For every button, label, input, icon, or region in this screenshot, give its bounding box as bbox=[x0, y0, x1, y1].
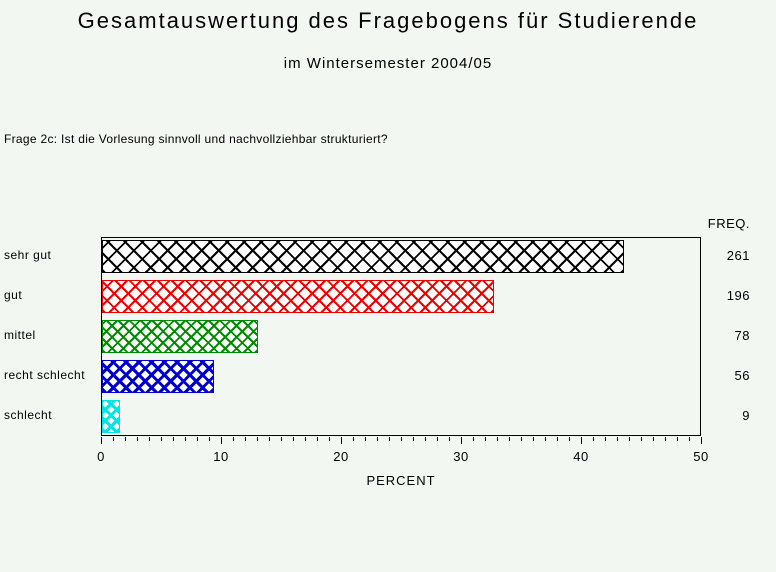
bar-recht-schlecht bbox=[102, 360, 214, 393]
x-minor-tick bbox=[569, 437, 570, 441]
bar-schlecht bbox=[102, 400, 120, 433]
x-minor-tick bbox=[329, 437, 330, 441]
x-major-tick bbox=[581, 437, 582, 444]
x-minor-tick bbox=[497, 437, 498, 441]
x-minor-tick bbox=[653, 437, 654, 441]
freq-value: 78 bbox=[734, 327, 750, 343]
x-minor-tick bbox=[137, 437, 138, 441]
category-label: gut bbox=[4, 287, 23, 302]
x-tick-label: 20 bbox=[333, 449, 349, 464]
x-minor-tick bbox=[353, 437, 354, 441]
x-minor-tick bbox=[377, 437, 378, 441]
x-minor-tick bbox=[677, 437, 678, 441]
x-minor-tick bbox=[449, 437, 450, 441]
x-minor-tick bbox=[533, 437, 534, 441]
x-minor-tick bbox=[281, 437, 282, 441]
x-minor-tick bbox=[245, 437, 246, 441]
x-minor-tick bbox=[125, 437, 126, 441]
x-minor-tick bbox=[629, 437, 630, 441]
x-minor-tick bbox=[665, 437, 666, 441]
x-minor-tick bbox=[365, 437, 366, 441]
plot-area bbox=[101, 237, 701, 436]
x-axis-label: PERCENT bbox=[366, 473, 436, 488]
x-minor-tick bbox=[641, 437, 642, 441]
category-label: mittel bbox=[4, 327, 36, 342]
x-minor-tick bbox=[269, 437, 270, 441]
freq-column-header: FREQ. bbox=[707, 216, 750, 231]
x-major-tick bbox=[341, 437, 342, 444]
x-minor-tick bbox=[593, 437, 594, 441]
chart-title: Gesamtauswertung des Fragebogens für Stu… bbox=[77, 8, 699, 33]
x-minor-tick bbox=[425, 437, 426, 441]
x-minor-tick bbox=[173, 437, 174, 441]
x-minor-tick bbox=[605, 437, 606, 441]
x-major-tick bbox=[101, 437, 102, 444]
x-minor-tick bbox=[401, 437, 402, 441]
x-minor-tick bbox=[293, 437, 294, 441]
x-minor-tick bbox=[233, 437, 234, 441]
x-major-tick bbox=[221, 437, 222, 444]
x-tick-label: 0 bbox=[97, 449, 105, 464]
x-minor-tick bbox=[389, 437, 390, 441]
x-minor-tick bbox=[689, 437, 690, 441]
x-minor-tick bbox=[473, 437, 474, 441]
freq-value: 196 bbox=[726, 287, 750, 303]
x-minor-tick bbox=[149, 437, 150, 441]
x-minor-tick bbox=[617, 437, 618, 441]
x-minor-tick bbox=[197, 437, 198, 441]
freq-value: 261 bbox=[726, 247, 750, 263]
freq-value: 9 bbox=[742, 407, 750, 423]
category-label: schlecht bbox=[4, 407, 53, 422]
x-minor-tick bbox=[557, 437, 558, 441]
x-tick-label: 10 bbox=[213, 449, 229, 464]
bar-gut bbox=[102, 280, 494, 313]
x-minor-tick bbox=[545, 437, 546, 441]
x-minor-tick bbox=[161, 437, 162, 441]
freq-value: 56 bbox=[734, 367, 750, 383]
question-text: Frage 2c: Ist die Vorlesung sinnvoll und… bbox=[4, 132, 388, 146]
x-minor-tick bbox=[305, 437, 306, 441]
x-minor-tick bbox=[257, 437, 258, 441]
x-minor-tick bbox=[437, 437, 438, 441]
x-minor-tick bbox=[521, 437, 522, 441]
bar-sehr-gut bbox=[102, 240, 624, 273]
bar-mittel bbox=[102, 320, 258, 353]
x-minor-tick bbox=[209, 437, 210, 441]
x-minor-tick bbox=[113, 437, 114, 441]
x-tick-label: 30 bbox=[453, 449, 469, 464]
x-tick-label: 40 bbox=[573, 449, 589, 464]
x-minor-tick bbox=[413, 437, 414, 441]
x-minor-tick bbox=[317, 437, 318, 441]
x-minor-tick bbox=[485, 437, 486, 441]
x-major-tick bbox=[701, 437, 702, 444]
x-major-tick bbox=[461, 437, 462, 444]
x-minor-tick bbox=[509, 437, 510, 441]
category-label: sehr gut bbox=[4, 247, 52, 262]
category-label: recht schlecht bbox=[4, 367, 86, 382]
chart-subtitle: im Wintersemester 2004/05 bbox=[283, 55, 493, 72]
x-tick-label: 50 bbox=[693, 449, 709, 464]
x-minor-tick bbox=[185, 437, 186, 441]
